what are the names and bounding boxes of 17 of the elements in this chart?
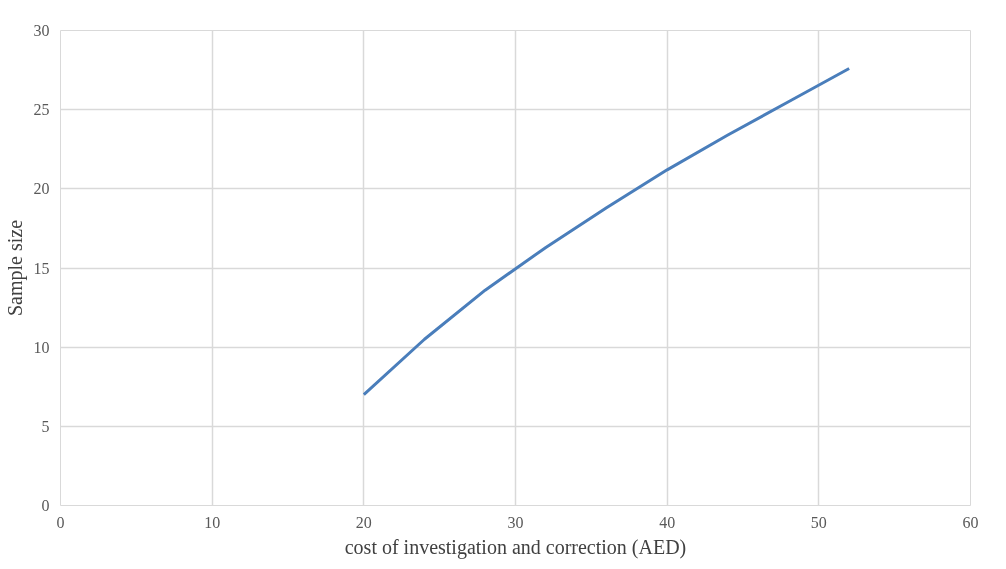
y-tick-label: 5	[41, 417, 50, 435]
x-axis-title: cost of investigation and correction (AED)	[344, 535, 687, 559]
y-axis-title: Sample size	[3, 219, 27, 317]
y-tick-label: 10	[33, 338, 50, 356]
x-tick-label: 0	[56, 513, 65, 531]
x-tick-label: 50	[810, 513, 827, 531]
x-tick-label: 40	[659, 513, 676, 531]
y-tick-label: 0	[41, 497, 50, 514]
y-tick-label: 15	[33, 259, 50, 277]
x-tick-label: 10	[204, 513, 221, 531]
x-tick-label: 30	[507, 513, 524, 531]
y-tick-label: 25	[33, 101, 50, 119]
line-series	[362, 67, 851, 397]
x-tick-label: 20	[355, 513, 372, 531]
x-tick-label: 60	[962, 513, 979, 531]
y-tick-label: 20	[33, 180, 50, 198]
y-tick-label: 30	[33, 22, 50, 39]
